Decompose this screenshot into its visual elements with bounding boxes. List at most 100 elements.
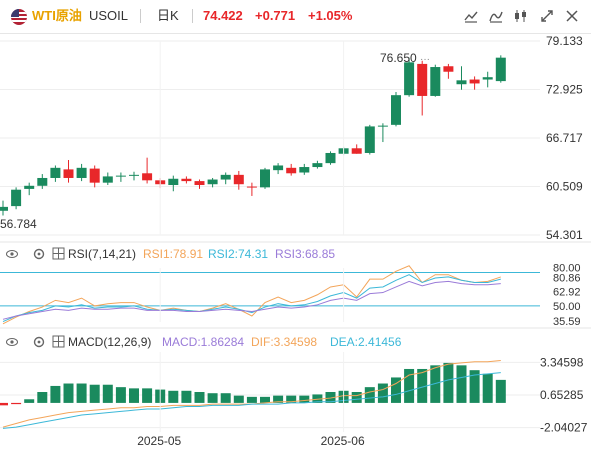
candle (430, 67, 441, 96)
price-grid (0, 40, 540, 236)
rsi-tick-label: 35.59 (553, 316, 581, 328)
macd-bar (0, 402, 8, 406)
macd-bar (443, 362, 454, 403)
candle (102, 176, 113, 183)
macd-bar (364, 387, 375, 403)
indicator-icon[interactable] (487, 8, 505, 26)
rsi3-label: RSI3:68.85 (275, 247, 335, 261)
candle (273, 165, 284, 171)
candle (299, 167, 310, 173)
candle (377, 125, 388, 127)
candle (37, 177, 48, 186)
macd-tick-label: -2.04027 (540, 421, 588, 435)
macd-bar (286, 395, 297, 403)
candle (129, 174, 139, 176)
rsi-legend: RSI(7,14,21) RSI1:78.91 RSI2:74.31 RSI3:… (6, 247, 335, 261)
close-icon[interactable] (563, 8, 581, 26)
eye-icon[interactable] (6, 338, 18, 346)
candle (246, 186, 257, 188)
macd-bar (246, 396, 257, 403)
macd-bar (24, 399, 35, 403)
candle (391, 95, 401, 125)
rsi-tick-label: 80.00 (553, 262, 581, 274)
rsi-tick-label: 50.00 (553, 301, 581, 313)
macd-bar (430, 365, 441, 403)
candle (142, 173, 153, 181)
candle (168, 178, 179, 186)
macd-bar (456, 365, 467, 403)
macd-bar (404, 368, 415, 403)
candle (233, 174, 244, 185)
chart-type-icon[interactable] (462, 8, 480, 26)
price-tick-label: 66.717 (546, 131, 583, 145)
macd-bar (115, 387, 126, 403)
time-axis: 2025-05 2025-06 (137, 41, 365, 448)
rsi-line-1 (2, 265, 501, 325)
time-tick-label: 2025-06 (321, 434, 365, 448)
macd-tick-label: 0.65285 (540, 388, 584, 402)
price-tick-label: 54.301 (546, 228, 583, 242)
candle (364, 126, 375, 153)
high-annotation-marker: ··· (420, 54, 430, 65)
macd-legend: MACD(12,26,9) MACD:1.86284 DIF:3.34598 D… (6, 335, 402, 349)
low-annotation: 56.784 (0, 217, 37, 231)
candle (24, 185, 35, 189)
time-tick-label: 2025-05 (137, 434, 181, 448)
candle-style-icon[interactable] (512, 8, 530, 26)
period-selector[interactable]: 日K (157, 8, 179, 23)
candle (11, 189, 22, 207)
macd-bar (377, 383, 388, 403)
candle (0, 206, 8, 211)
macd-tick-label: 3.34598 (540, 355, 584, 369)
macd-bar (181, 390, 192, 403)
rsi2-label: RSI2:74.31 (208, 247, 268, 261)
candle (456, 80, 467, 85)
rsi-line-3 (2, 280, 501, 320)
indicator-grid-icon[interactable] (52, 247, 65, 260)
macd-bar (312, 394, 323, 403)
symbol-code[interactable]: USOIL (89, 8, 129, 23)
chart-area[interactable]: 79.133 72.925 66.717 60.509 54.301 76.650 ··… (0, 34, 591, 453)
rsi-title[interactable]: RSI(7,14,21) (68, 247, 136, 261)
price-tick-label: 79.133 (546, 34, 583, 48)
macd-bar (129, 388, 139, 403)
macd-title[interactable]: MACD(12,26,9) (68, 335, 151, 349)
macd-bar (351, 392, 362, 403)
macd-bar (142, 388, 153, 403)
settings-icon[interactable] (33, 248, 45, 260)
macd-bar (273, 395, 284, 403)
macd-bar (168, 390, 179, 403)
fullscreen-icon[interactable] (538, 8, 556, 26)
settings-icon[interactable] (33, 336, 45, 348)
candle (312, 163, 323, 168)
candle (115, 175, 126, 177)
eye-icon[interactable] (6, 250, 18, 258)
macd-bar (89, 384, 100, 403)
rsi1-label: RSI1:78.91 (143, 247, 203, 261)
macd-bar (50, 385, 61, 403)
candles (0, 55, 506, 216)
macd-bar (76, 383, 87, 403)
macd-bar (417, 368, 428, 403)
candle (260, 169, 270, 188)
last-price: 74.422 (203, 8, 243, 23)
price-axis: 79.133 72.925 66.717 60.509 54.301 (546, 34, 583, 242)
quote-header: WTI原油 USOIL 日K 74.422 +0.771 +1.05% (0, 0, 591, 34)
candle (482, 77, 493, 80)
candle (194, 181, 205, 186)
indicator-grid-icon[interactable] (52, 335, 65, 348)
symbol-name[interactable]: WTI原油 (32, 8, 82, 23)
rsi-line-2 (2, 274, 501, 323)
candle (207, 179, 218, 185)
macd-bar (260, 396, 270, 403)
macd-value-label: MACD:1.86284 (162, 335, 244, 349)
macd-bar (220, 393, 231, 403)
macd-panel: 3.34598 0.65285 -2.04027 (0, 355, 588, 435)
candle (443, 66, 454, 72)
price-change-pct: +1.05% (308, 8, 353, 23)
candle (220, 174, 231, 180)
candle (351, 148, 362, 154)
candle (181, 178, 192, 182)
macd-bar (102, 384, 113, 403)
macd-bar (63, 383, 74, 403)
